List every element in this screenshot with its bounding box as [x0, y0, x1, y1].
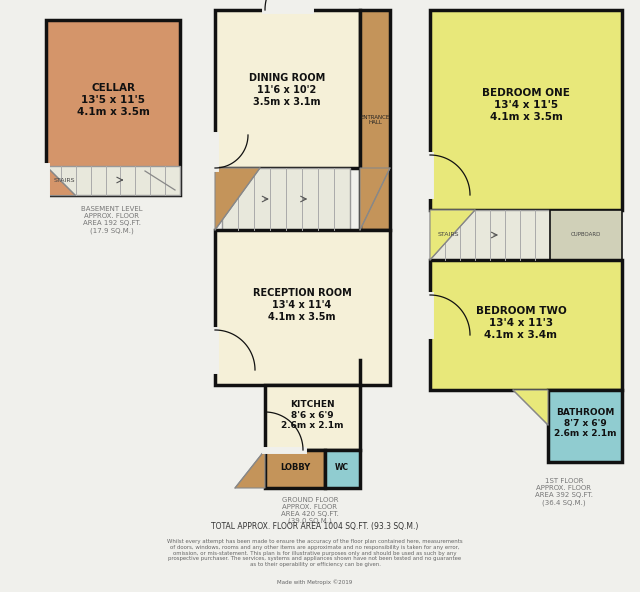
Text: BEDROOM ONE
13'4 x 11'5
4.1m x 3.5m: BEDROOM ONE 13'4 x 11'5 4.1m x 3.5m	[482, 88, 570, 121]
Text: Made with Metropix ©2019: Made with Metropix ©2019	[277, 579, 353, 585]
Text: BASEMENT LEVEL
APPROX. FLOOR
AREA 192 SQ.FT.
(17.9 SQ.M.): BASEMENT LEVEL APPROX. FLOOR AREA 192 SQ…	[81, 206, 143, 234]
Text: DINING ROOM
11'6 x 10'2
3.5m x 3.1m: DINING ROOM 11'6 x 10'2 3.5m x 3.1m	[249, 73, 325, 107]
Bar	[550, 210, 622, 260]
Text: BATHROOM
8'7 x 6'9
2.6m x 2.1m: BATHROOM 8'7 x 6'9 2.6m x 2.1m	[554, 408, 616, 438]
Bar	[265, 450, 325, 488]
Text: CELLAR
13'5 x 11'5
4.1m x 3.5m: CELLAR 13'5 x 11'5 4.1m x 3.5m	[77, 83, 149, 117]
Bar	[430, 10, 622, 210]
Bar	[548, 390, 622, 462]
Text: TOTAL APPROX. FLOOR AREA 1004 SQ.FT. (93.3 SQ.M.): TOTAL APPROX. FLOOR AREA 1004 SQ.FT. (93…	[211, 522, 419, 531]
Text: Whilst every attempt has been made to ensure the accuracy of the floor plan cont: Whilst every attempt has been made to en…	[167, 539, 463, 567]
Text: STAIRS: STAIRS	[54, 178, 76, 182]
Text: GROUND FLOOR
APPROX. FLOOR
AREA 420 SQ.FT.
(39.0 SQ.M.): GROUND FLOOR APPROX. FLOOR AREA 420 SQ.F…	[281, 497, 339, 525]
Bar	[430, 260, 622, 390]
Bar	[430, 210, 550, 260]
Text: LOBBY: LOBBY	[280, 462, 310, 471]
Text: STAIRS: STAIRS	[438, 233, 460, 237]
Polygon shape	[46, 166, 75, 195]
Text: BEDROOM TWO
13'4 x 11'3
4.1m x 3.4m: BEDROOM TWO 13'4 x 11'3 4.1m x 3.4m	[476, 307, 566, 340]
Text: KITCHEN
8'6 x 6'9
2.6m x 2.1m: KITCHEN 8'6 x 6'9 2.6m x 2.1m	[281, 400, 343, 430]
Bar	[222, 168, 350, 230]
Text: RECEPTION ROOM
13'4 x 11'4
4.1m x 3.5m: RECEPTION ROOM 13'4 x 11'4 4.1m x 3.5m	[253, 288, 351, 321]
Bar	[215, 10, 360, 168]
Text: WC: WC	[335, 462, 349, 471]
Bar	[360, 10, 390, 230]
Text: CUPBOARD: CUPBOARD	[571, 233, 601, 237]
Bar	[46, 20, 180, 195]
Polygon shape	[215, 168, 260, 230]
Polygon shape	[430, 210, 475, 260]
Bar	[265, 385, 360, 450]
Bar	[325, 450, 360, 488]
Polygon shape	[513, 390, 548, 425]
Text: ENTRANCE
HALL: ENTRANCE HALL	[360, 115, 390, 126]
Bar	[215, 230, 390, 385]
Polygon shape	[235, 450, 265, 488]
Polygon shape	[360, 168, 390, 230]
Text: 1ST FLOOR
APPROX. FLOOR
AREA 392 SQ.FT.
(36.4 SQ.M.): 1ST FLOOR APPROX. FLOOR AREA 392 SQ.FT. …	[535, 478, 593, 506]
Bar	[46, 166, 180, 195]
